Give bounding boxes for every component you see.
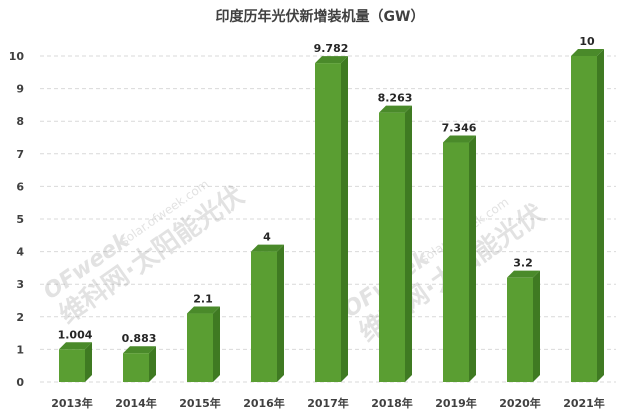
y-tick-label: 8	[16, 115, 24, 128]
bar-3	[251, 244, 284, 382]
bar-side	[405, 105, 412, 383]
data-label: 8.263	[378, 92, 413, 105]
bar-side	[213, 306, 220, 382]
x-tick-label: 2015年	[179, 396, 221, 410]
bar-top	[379, 105, 412, 113]
bar-top	[443, 135, 476, 143]
data-label: 4	[263, 231, 271, 244]
x-tick-label: 2021年	[563, 396, 605, 410]
chart-title: 印度历年光伏新增装机量（GW）	[215, 9, 425, 25]
bar-layer	[59, 49, 604, 383]
y-tick-label: 2	[16, 311, 24, 324]
bar-top	[507, 270, 540, 278]
bar-8	[571, 49, 604, 382]
bar-6	[443, 135, 476, 382]
bar-side	[149, 346, 156, 382]
bar-side	[277, 244, 284, 382]
bar-4	[315, 56, 348, 382]
bar-2	[187, 306, 220, 382]
data-label: 0.883	[122, 332, 157, 345]
data-label: 2.1	[193, 293, 213, 306]
bar-side	[469, 135, 476, 382]
bar-0	[59, 342, 92, 382]
bar-1	[123, 346, 156, 382]
bar-side	[597, 49, 604, 382]
bar-top	[59, 342, 92, 350]
bar-side	[341, 56, 348, 382]
bar-front	[507, 277, 533, 382]
bar-top	[315, 56, 348, 64]
data-label: 7.346	[442, 122, 477, 135]
bar-front	[123, 353, 149, 382]
x-tick-label: 2013年	[51, 396, 93, 410]
y-tick-label: 7	[16, 148, 24, 161]
bar-top	[123, 346, 156, 354]
x-tick-label: 2017年	[307, 396, 349, 410]
x-tick-label: 2019年	[435, 396, 477, 410]
bar-top	[251, 244, 284, 252]
bar-side	[533, 270, 540, 382]
x-tick-label: 2016年	[243, 396, 285, 410]
x-tick-label: 2020年	[499, 396, 541, 410]
y-tick-label: 9	[16, 83, 24, 96]
y-tick-label: 4	[16, 246, 24, 259]
y-tick-label: 10	[9, 50, 25, 63]
data-label: 10	[579, 35, 595, 48]
bar-top	[187, 306, 220, 314]
label-layer: 0 1 2 3 4 5 6 7 8 9 10 1.004 2013年 0.883 2014年 2.1 2015年…	[9, 35, 605, 410]
bar-5	[379, 105, 412, 383]
y-tick-label: 5	[16, 213, 24, 226]
bar-top	[571, 49, 604, 56]
y-tick-label: 6	[16, 180, 24, 193]
bar-7	[507, 270, 540, 382]
data-label: 3.2	[513, 257, 533, 270]
y-tick-label: 0	[16, 376, 24, 389]
bar-front	[571, 56, 597, 382]
bar-front	[187, 313, 213, 382]
x-tick-label: 2018年	[371, 396, 413, 410]
y-tick-label: 1	[16, 343, 24, 356]
bar-front	[251, 251, 277, 382]
data-label: 9.782	[314, 42, 349, 55]
x-tick-label: 2014年	[115, 396, 157, 410]
bar-front	[379, 112, 405, 383]
data-label: 1.004	[58, 328, 93, 341]
y-tick-label: 3	[16, 278, 24, 291]
bar-front	[315, 63, 341, 382]
bar-side	[85, 342, 92, 382]
bar-front	[443, 142, 469, 382]
bar-front	[59, 349, 85, 382]
